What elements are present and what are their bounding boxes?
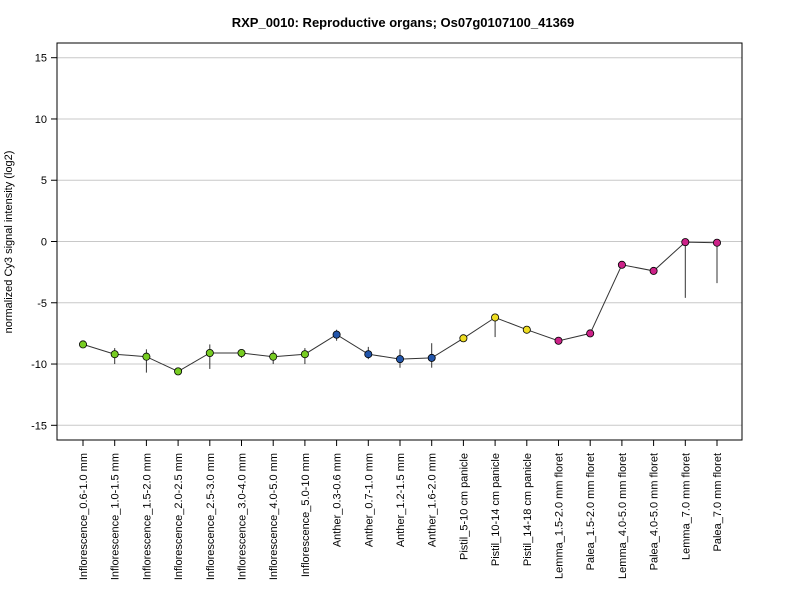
x-tick-label: Pistil_5-10 cm panicle xyxy=(458,453,470,560)
y-tick-label: -10 xyxy=(31,359,47,371)
data-point xyxy=(586,329,595,338)
data-point xyxy=(491,313,500,322)
x-tick-label: Palea_7.0 mm floret xyxy=(712,453,724,551)
data-point xyxy=(237,349,246,358)
data-point xyxy=(79,340,88,349)
x-tick-label: Lemma_1.5-2.0 mm floret xyxy=(554,453,566,579)
data-point xyxy=(174,367,183,376)
data-point xyxy=(364,350,373,359)
series-expression xyxy=(79,238,722,376)
x-tick-label: Inflorescence_3.0-4.0 mm xyxy=(237,453,249,580)
x-tick-label: Pistil_10-14 cm panicle xyxy=(490,453,502,566)
x-tick-label: Inflorescence_4.0-5.0 mm xyxy=(268,453,280,580)
data-point xyxy=(427,353,436,362)
y-tick-label: -15 xyxy=(31,420,47,432)
x-tick-label: Inflorescence_1.5-2.0 mm xyxy=(141,453,153,580)
x-tick-label: Anther_0.7-1.0 mm xyxy=(363,453,375,547)
data-point xyxy=(522,325,531,334)
data-point xyxy=(649,266,658,275)
data-point xyxy=(459,334,468,343)
x-tick-label: Inflorescence_0.6-1.0 mm xyxy=(78,453,90,580)
x-tick-label: Lemma_4.0-5.0 mm floret xyxy=(617,453,629,579)
chart-title: RXP_0010: Reproductive organs; Os07g0107… xyxy=(232,15,575,30)
data-point xyxy=(617,260,626,269)
data-point xyxy=(395,355,404,364)
x-tick-label: Inflorescence_5.0-10 mm xyxy=(300,453,312,577)
x-tick-label: Inflorescence_2.5-3.0 mm xyxy=(205,453,217,580)
data-point xyxy=(110,350,119,359)
y-tick-label: 0 xyxy=(41,237,47,249)
x-tick-label: Inflorescence_1.0-1.5 mm xyxy=(110,453,122,580)
x-tick-label: Pistil_14-18 cm panicle xyxy=(522,453,534,566)
x-tick-label: Palea_4.0-5.0 mm floret xyxy=(649,453,661,570)
data-point xyxy=(205,349,214,358)
y-tick-label: -5 xyxy=(37,298,47,310)
x-tick-label: Anther_1.2-1.5 mm xyxy=(395,453,407,547)
x-tick-label: Palea_1.5-2.0 mm floret xyxy=(585,453,597,570)
x-axis: Inflorescence_0.6-1.0 mm Inflorescence_1.… xyxy=(78,440,724,580)
grid-layer xyxy=(57,57,742,426)
y-tick-label: 15 xyxy=(35,53,47,65)
x-tick-label: Anther_1.6-2.0 mm xyxy=(427,453,439,547)
y-axis: -15 -10 -5 0 5 10 15 xyxy=(31,53,57,432)
x-tick-label: Lemma_7.0 mm floret xyxy=(680,453,692,560)
data-point xyxy=(681,238,690,247)
y-tick-label: 10 xyxy=(35,114,47,126)
data-point xyxy=(300,350,309,359)
y-tick-label: 5 xyxy=(41,175,47,187)
data-point xyxy=(142,352,151,361)
x-tick-label: Inflorescence_2.0-2.5 mm xyxy=(173,453,185,580)
y-axis-label: normalized Cy3 signal intensity (log2) xyxy=(3,151,15,334)
data-point xyxy=(269,352,278,361)
data-point xyxy=(713,238,722,247)
data-point xyxy=(332,330,341,339)
x-tick-label: Anther_0.3-0.6 mm xyxy=(332,453,344,547)
data-point xyxy=(554,336,563,345)
